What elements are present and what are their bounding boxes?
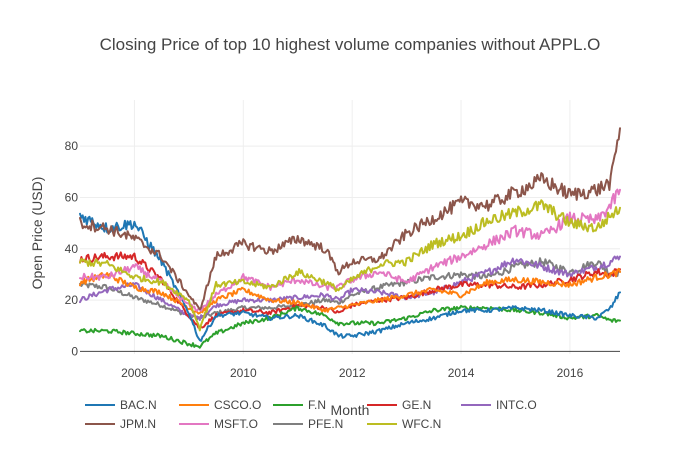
legend-label: CSCO.O (214, 398, 261, 412)
x-tick-label: 2012 (339, 366, 366, 380)
legend-item-jpm-n[interactable]: JPM.N (85, 417, 156, 431)
y-tick-label: 60 (65, 190, 79, 204)
series-line-wfc-n (79, 199, 621, 332)
legend-label: GE.N (402, 398, 431, 412)
y-axis-title: Open Price (USD) (29, 177, 45, 290)
legend-label: INTC.O (496, 398, 537, 412)
legend-label: MSFT.O (214, 417, 258, 431)
legend-label: PFE.N (308, 417, 343, 431)
legend-item-intc-o[interactable]: INTC.O (461, 398, 537, 412)
x-tick-label: 2008 (121, 366, 148, 380)
legend-item-ge-n[interactable]: GE.N (367, 398, 431, 412)
gridlines (80, 100, 620, 354)
y-tick-label: 20 (65, 293, 79, 307)
series-lines (79, 127, 621, 349)
y-axis-ticks: 0 20 40 60 80 (65, 139, 79, 358)
legend-item-wfc-n[interactable]: WFC.N (367, 417, 441, 431)
legend-item-pfe-n[interactable]: PFE.N (273, 417, 343, 431)
legend-item-msft-o[interactable]: MSFT.O (179, 417, 258, 431)
x-tick-label: 2014 (448, 366, 475, 380)
legend-item-bac-n[interactable]: BAC.N (85, 398, 157, 412)
legend[interactable]: BAC.N CSCO.O F.N GE.N INTC.O JPM.N MSFT.O PFE.N… (85, 398, 537, 431)
y-tick-label: 80 (65, 139, 79, 153)
x-axis-title: Month (331, 402, 370, 418)
series-line-f-n (79, 304, 621, 349)
x-axis-ticks: 2008 2010 2012 2014 2016 (121, 366, 584, 380)
legend-label: WFC.N (402, 417, 441, 431)
legend-label: BAC.N (120, 398, 157, 412)
y-tick-label: 0 (71, 344, 78, 358)
series-line-csco-o (79, 267, 621, 315)
legend-item-f-n[interactable]: F.N (273, 398, 326, 412)
legend-label: JPM.N (120, 417, 156, 431)
y-tick-label: 40 (65, 242, 79, 256)
x-tick-label: 2016 (557, 366, 584, 380)
legend-item-csco-o[interactable]: CSCO.O (179, 398, 261, 412)
series-line-bac-n (79, 212, 621, 342)
series-line-intc-o (79, 255, 621, 321)
legend-label: F.N (308, 398, 326, 412)
series-line-jpm-n (79, 127, 621, 311)
x-tick-label: 2010 (230, 366, 257, 380)
chart-title: Closing Price of top 10 highest volume c… (100, 35, 601, 54)
